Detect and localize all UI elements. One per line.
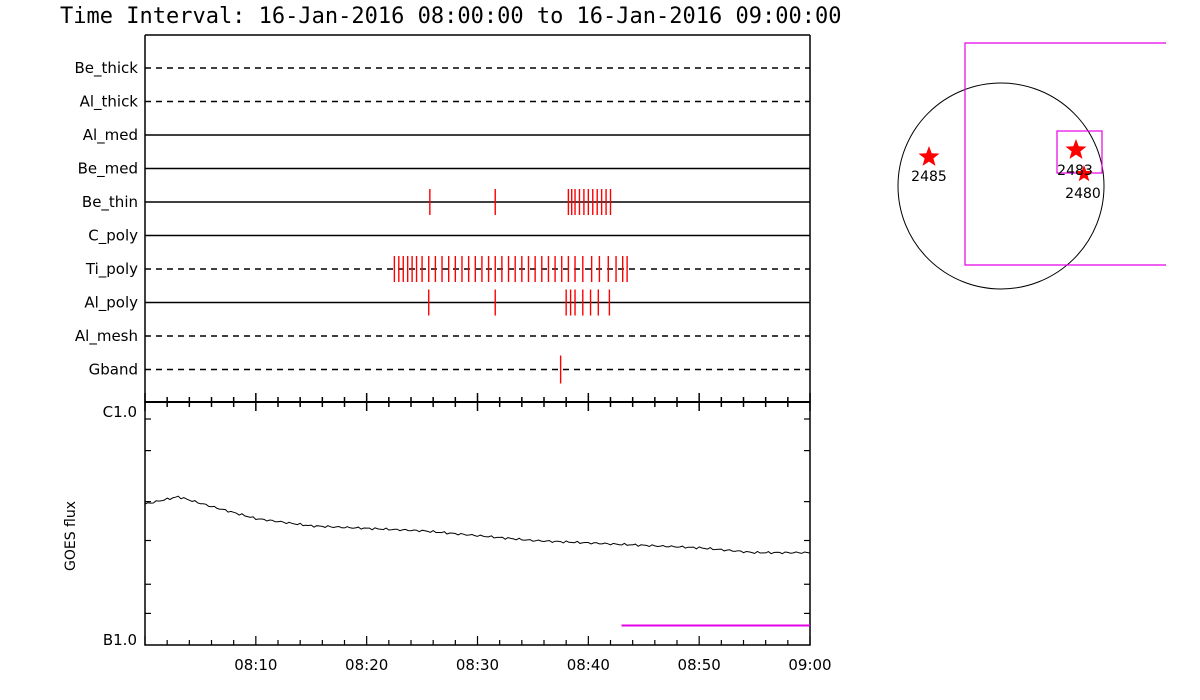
field-of-view-box [964,42,1166,266]
solar-disk [897,82,1105,290]
row-label: Al_poly [84,294,138,313]
row-label: Al_mesh [75,327,138,346]
row-label: Al_thick [80,93,139,112]
x-tick-label: 08:20 [345,656,388,674]
row-label: Be_thick [74,59,138,78]
solar-map: 2485 2483 2480 [897,42,1166,290]
goes-panel: 08:10 08:20 08:30 08:40 08:50 09:00 C1.0 B1.0 GO… [63,393,832,674]
row-label: C_poly [88,227,138,246]
y-tick-label-top: C1.0 [103,403,137,421]
chart-title: Time Interval: 16-Jan-2016 08:00:00 to 1… [60,4,841,29]
row-label: Al_med [83,126,138,145]
region-label: 2485 [911,169,947,185]
goes-flux-line [144,495,811,555]
row-label: Ti_poly [85,260,138,279]
star-icon [918,146,940,166]
x-tick-label: 08:40 [567,656,610,674]
y-axis-label: GOES flux [63,501,79,571]
star-icon [1075,165,1093,182]
x-tick-label: 09:00 [788,656,831,674]
star-icon [1065,139,1087,159]
x-tick-label: 08:50 [678,656,721,674]
row-label: Be_med [78,160,138,179]
timeline-panel: Be_thick Al_thick Al_med Be_med Be_thin C_pol… [74,34,811,402]
region-label: 2483 [1057,163,1093,179]
x-tick-label: 08:30 [456,656,499,674]
region-label: 2480 [1065,186,1101,202]
y-tick-label-bottom: B1.0 [103,631,137,649]
row-label: Gband [89,361,138,379]
goes-frame [144,401,811,646]
x-tick-label: 08:10 [234,656,277,674]
row-label: Be_thin [82,193,138,212]
